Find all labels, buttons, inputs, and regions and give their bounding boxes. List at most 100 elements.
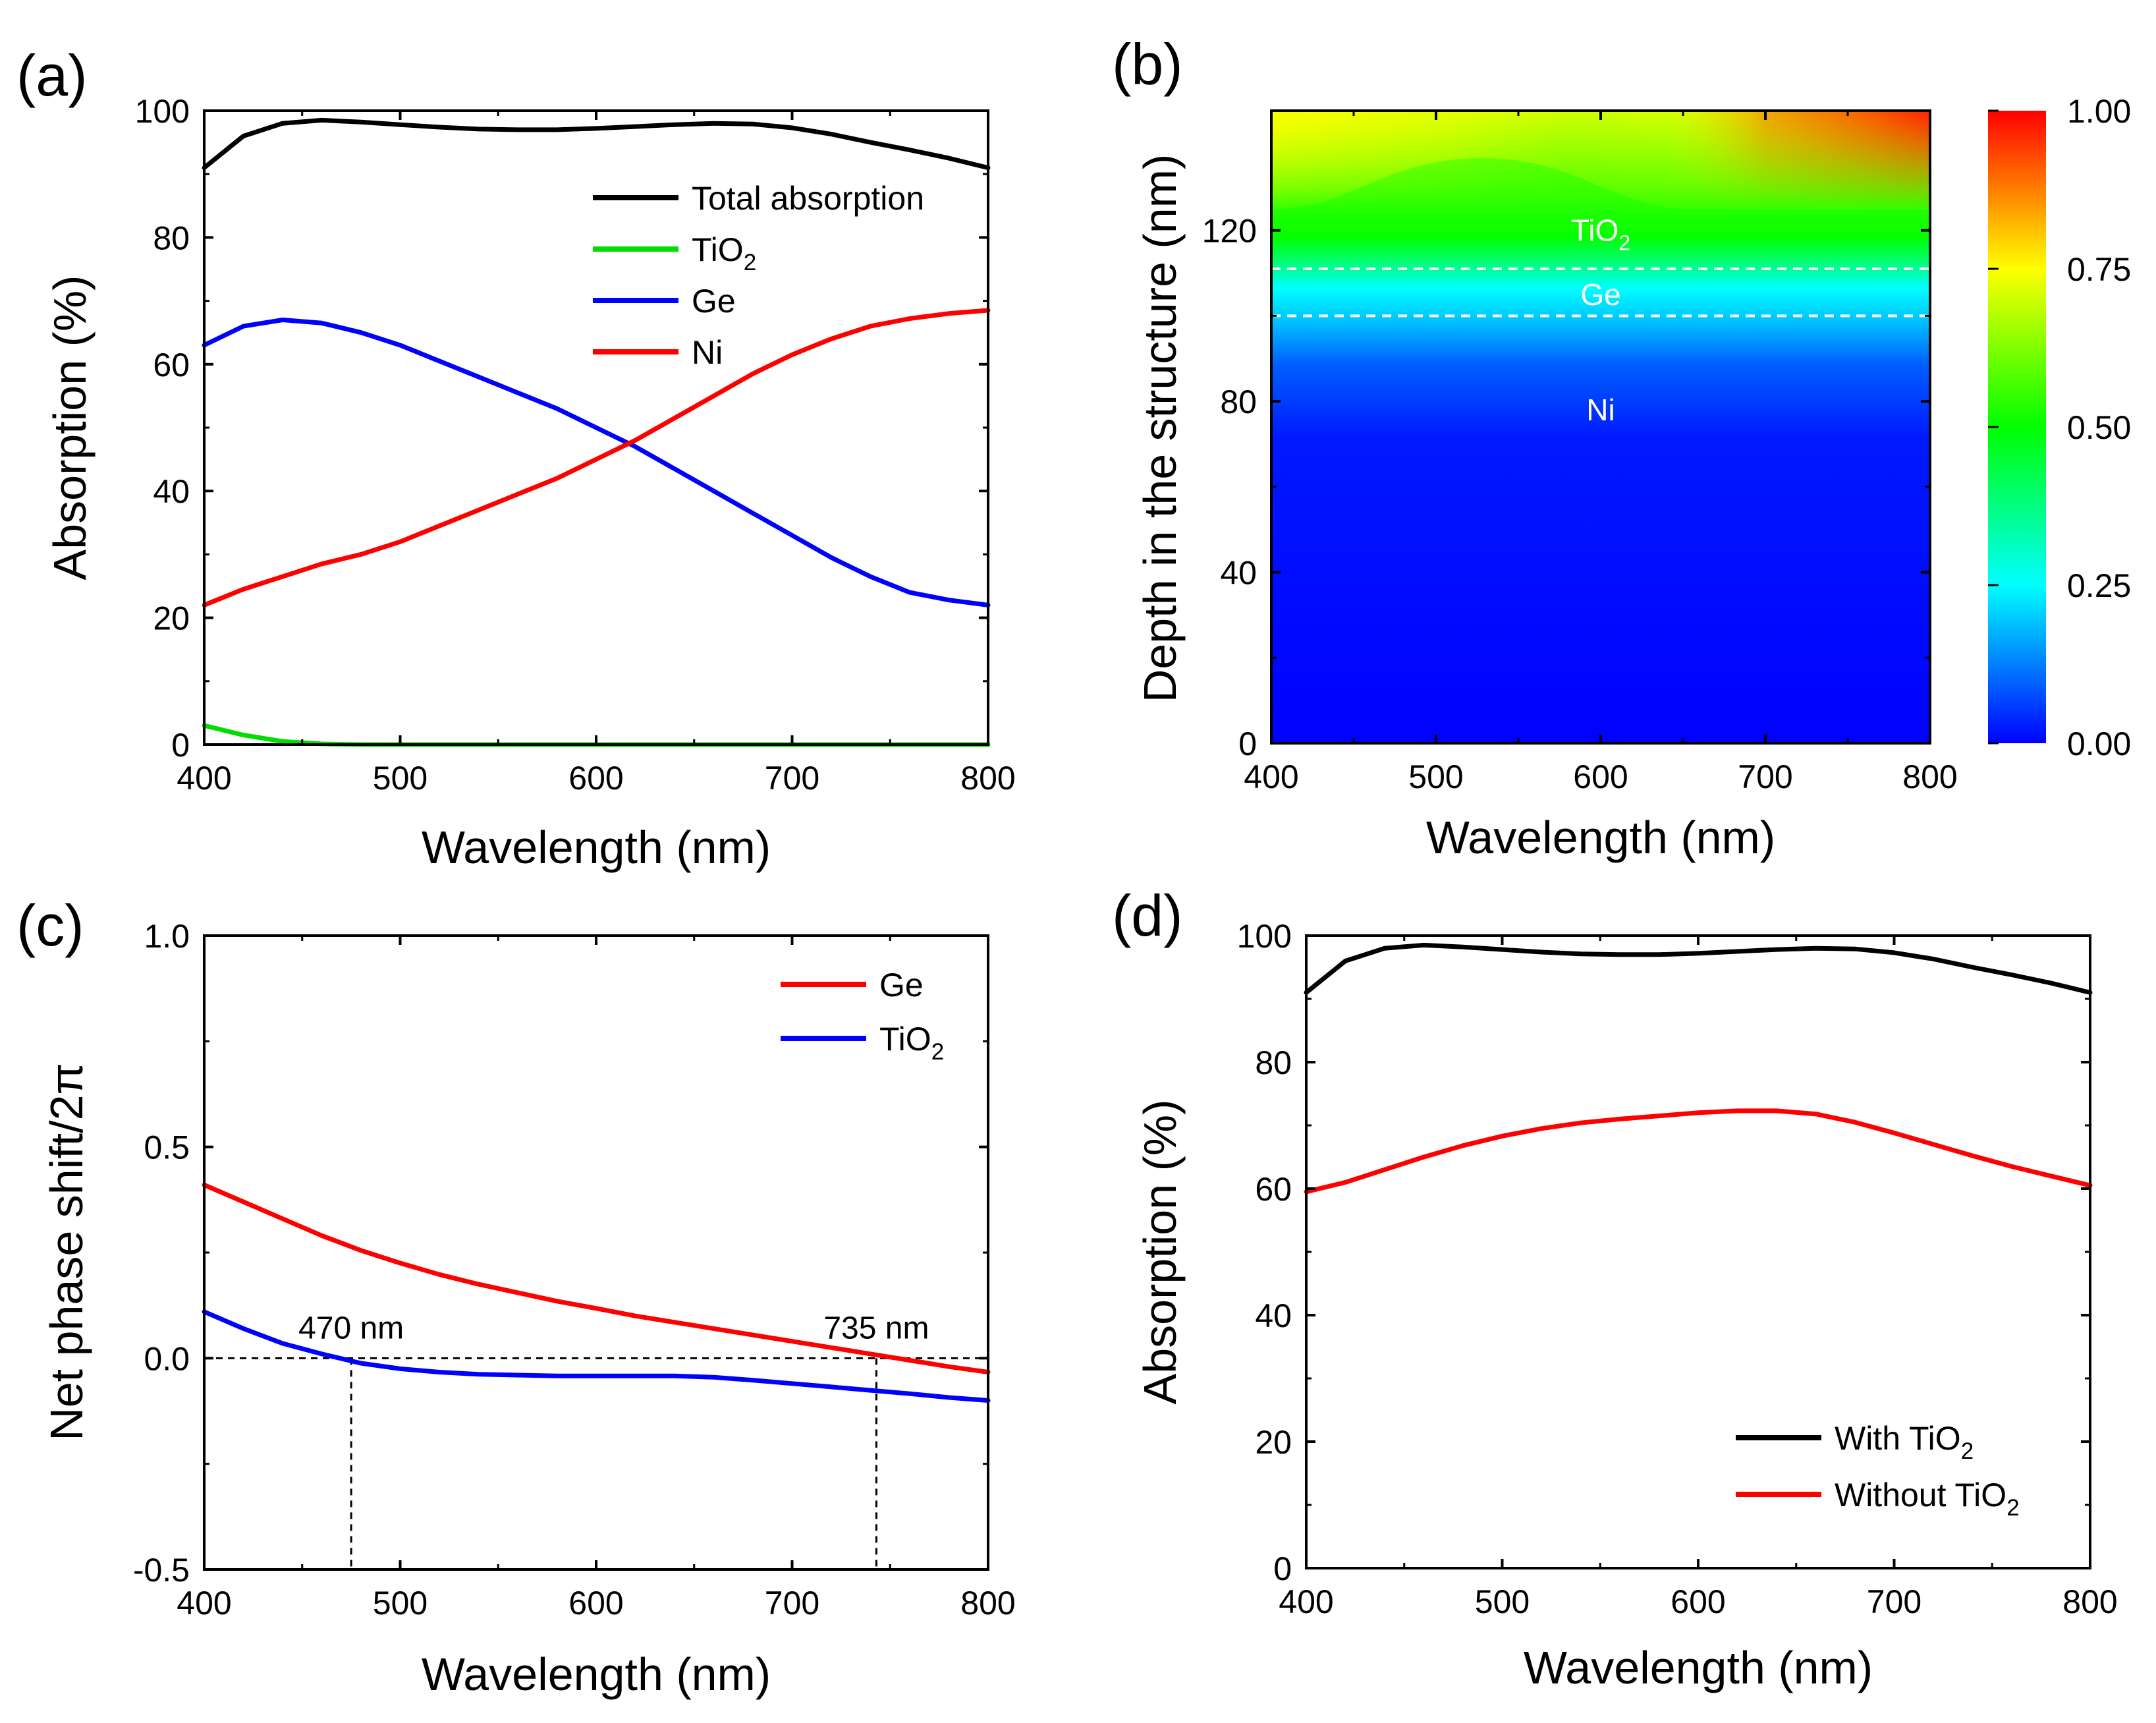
y-tick-label: 0 (171, 727, 190, 764)
heatmap-green-band (1271, 158, 1930, 224)
plot-frame-d (1305, 934, 2091, 1569)
legend-entry-base: Without TiO (1835, 1477, 2006, 1513)
x-tick-label: 800 (2062, 1583, 2117, 1620)
legend-entry-subscript: 2 (744, 250, 756, 275)
legend-entry-subscript: 2 (1961, 1438, 1974, 1464)
legend-entry-subscript: 2 (931, 1039, 944, 1065)
legend-a: Total absorption TiO2 Ge Ni (593, 180, 924, 371)
y-tick-label: 120 (1202, 213, 1257, 250)
legend-entry-base: Total absorption (692, 180, 924, 217)
legend-entry: Total absorption (692, 180, 924, 217)
series-line-with-tio2 (1304, 942, 2093, 995)
legend-entry-base: TiO (692, 231, 744, 268)
y-tick-label: 100 (135, 93, 190, 130)
panel-label-c: (c) (16, 893, 84, 958)
x-tick-label: 800 (960, 760, 1015, 797)
region-labels-b: TiO2 Ge Ni (1571, 213, 1630, 427)
legend-entry: Ge (879, 967, 924, 1003)
x-tick-label: 600 (568, 1585, 623, 1622)
y-tick-label: 0 (1273, 1550, 1292, 1587)
x-tick-label: 600 (568, 760, 623, 797)
legend-entry: Ge (692, 283, 736, 320)
panel-label-d: (d) (1112, 883, 1183, 948)
x-tick-label: 500 (1475, 1583, 1530, 1620)
y-tick-label: 80 (153, 219, 190, 256)
legend-entry-base: Ni (692, 334, 723, 371)
plot-lines-d (1304, 942, 2093, 1195)
y-axis-title-c: Net phase shift/2π (41, 1063, 92, 1441)
x-tick-label: 600 (1573, 758, 1628, 795)
y-tick-label: 40 (1220, 555, 1257, 592)
legend-entry: Without TiO2 (1835, 1477, 2020, 1521)
legend-entry: Ni (692, 334, 723, 371)
x-tick-label: 500 (373, 760, 428, 797)
plot-frame-c (203, 934, 989, 1571)
y-tick-label: 20 (153, 600, 190, 637)
x-tick-label: 500 (373, 1585, 428, 1622)
y-tick-label: 0.5 (144, 1129, 190, 1166)
y-tick-label: 40 (1255, 1297, 1292, 1334)
region-label-base: TiO (1571, 213, 1618, 248)
region-label-subscript: 2 (1618, 231, 1630, 255)
series-line-total-absorption (202, 117, 991, 171)
axis-ticks-c: 400 500 600 700 800 -0.5 0.0 0.5 1.0 (133, 918, 1016, 1622)
legend-entry-base: Ge (879, 967, 924, 1003)
x-axis-title-c: Wavelength (nm) (422, 1649, 771, 1700)
panel-label-a: (a) (16, 43, 88, 108)
legend-c: Ge TiO2 (781, 967, 944, 1065)
legend-entry-subscript: 2 (2006, 1495, 2019, 1521)
colorbar-tick-label: 0.00 (2067, 725, 2131, 762)
y-tick-label: 1.0 (144, 918, 190, 955)
legend-entry: With TiO2 (1835, 1420, 1974, 1464)
y-tick-label: 60 (153, 347, 190, 383)
legend-entry: TiO2 (692, 231, 756, 275)
crossing-label: 735 nm (823, 1311, 929, 1345)
y-tick-label: 100 (1237, 918, 1292, 955)
crossing-label: 470 nm (298, 1311, 404, 1345)
axis-ticks-b: 400 500 600 700 800 0 40 80 120 (1202, 111, 1958, 795)
panel-b: (b) TiO2 Ge Ni 400 500 600 700 800 0 40 80 120 Wav… (1112, 32, 2131, 863)
y-tick-label: -0.5 (133, 1552, 190, 1589)
x-tick-label: 500 (1408, 758, 1463, 795)
region-label-base: Ni (1586, 393, 1615, 427)
x-tick-label: 700 (1738, 758, 1792, 795)
x-tick-label: 400 (1279, 1583, 1333, 1620)
axis-ticks-a: 400 500 600 700 800 0 20 40 60 80 100 (135, 93, 1016, 797)
series-line-tio2 (202, 1309, 991, 1403)
region-label: Ge (1580, 277, 1620, 312)
panel-label-b: (b) (1112, 32, 1183, 97)
y-tick-label: 80 (1255, 1044, 1292, 1081)
x-tick-label: 700 (765, 1585, 819, 1622)
legend-entry: TiO2 (879, 1021, 944, 1065)
legend-entry-base: With TiO (1835, 1420, 1961, 1457)
legend-entry-base: TiO (879, 1021, 931, 1058)
y-tick-label: 40 (153, 473, 190, 510)
plot-lines-c (202, 1182, 991, 1403)
colorbar-tick-label: 1.00 (2067, 93, 2131, 130)
heatmap-top-region (1271, 111, 1930, 210)
x-tick-label: 800 (960, 1585, 1015, 1622)
series-line-ge (202, 318, 991, 607)
x-tick-label: 700 (765, 760, 819, 797)
colorbar-tick-label: 0.25 (2067, 567, 2131, 604)
x-axis-title-b: Wavelength (nm) (1426, 812, 1775, 863)
x-tick-label: 600 (1671, 1583, 1725, 1620)
series-line-ge (202, 1182, 991, 1374)
y-tick-label: 0 (1238, 725, 1257, 762)
series-line-ni (202, 308, 991, 607)
y-axis-title-a: Absorption (%) (44, 275, 96, 580)
reference-lines-c: 470 nm 735 nm (204, 1311, 988, 1569)
colorbar-ticks: 0.00 0.25 0.50 0.75 1.00 (1988, 93, 2131, 762)
x-axis-title-d: Wavelength (nm) (1524, 1642, 1873, 1693)
colorbar-tick-label: 0.75 (2067, 251, 2131, 288)
axis-ticks-d: 400 500 600 700 800 0 20 40 60 80 100 (1237, 918, 2118, 1620)
y-tick-label: 60 (1255, 1171, 1292, 1208)
x-tick-label: 400 (177, 760, 231, 797)
panel-d: (d) 400 500 600 700 800 0 20 40 60 80 100 Waveleng… (1112, 883, 2118, 1693)
x-tick-label: 400 (1244, 758, 1298, 795)
heatmap-field (1271, 111, 1930, 743)
y-tick-label: 0.0 (144, 1340, 190, 1377)
x-tick-label: 800 (1902, 758, 1957, 795)
